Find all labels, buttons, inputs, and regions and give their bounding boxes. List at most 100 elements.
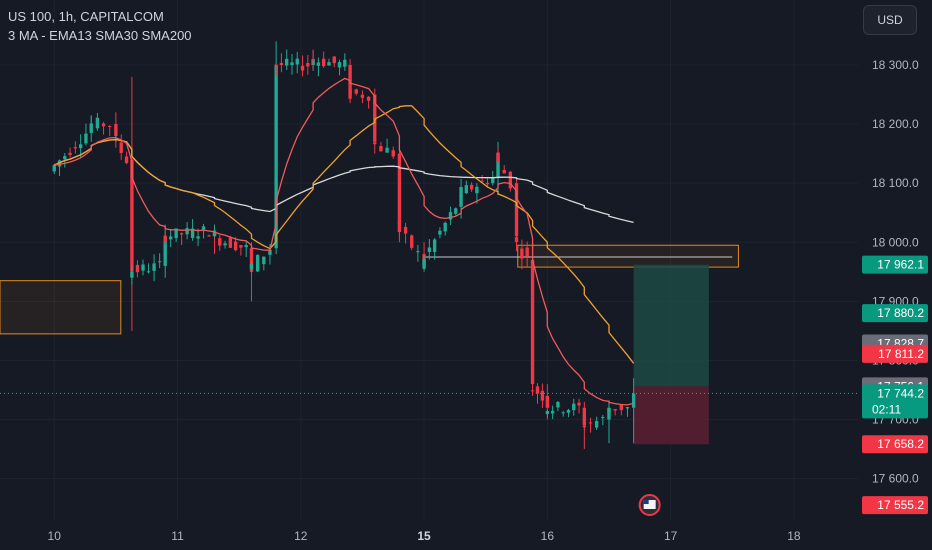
- candle-body: [530, 390, 535, 392]
- candle-body: [508, 171, 513, 189]
- candle-body: [163, 236, 167, 266]
- candle-body: [448, 212, 453, 220]
- candle-body: [108, 126, 112, 128]
- candle-body: [475, 186, 479, 194]
- candle-body: [212, 233, 217, 236]
- countdown-label: 02:11: [872, 402, 901, 416]
- candle-body: [78, 144, 83, 149]
- candle-body: [454, 208, 458, 214]
- price-badge: [862, 255, 928, 274]
- candle-body: [262, 256, 266, 265]
- candle-body: [464, 185, 469, 194]
- candle-body: [268, 249, 272, 255]
- candle-body: [130, 159, 134, 272]
- candle-body: [101, 123, 106, 127]
- candle-body: [168, 236, 173, 240]
- x-tick-label: 10: [48, 529, 62, 543]
- candle-body: [540, 390, 545, 401]
- candle-body: [57, 160, 62, 167]
- candle-body: [373, 94, 377, 142]
- us-flag-stripes: [643, 500, 656, 509]
- candle-body: [207, 235, 211, 237]
- candle-body: [366, 96, 371, 101]
- candle-body: [572, 403, 576, 411]
- price-badge: [862, 304, 928, 323]
- price-badge-label: 17 744.2: [877, 386, 924, 400]
- candle-body: [601, 417, 605, 419]
- candle-body: [130, 271, 134, 278]
- x-tick-label: 15: [417, 529, 431, 543]
- candle-body: [68, 152, 72, 155]
- price-badge: [862, 384, 928, 419]
- candle-body: [141, 264, 145, 271]
- candle-body: [530, 260, 535, 385]
- candle-body: [480, 180, 484, 182]
- candle-body: [397, 153, 402, 225]
- long-position-target: [633, 264, 709, 387]
- y-tick-label: 18 200.0: [872, 117, 919, 131]
- candle-body: [52, 165, 56, 172]
- chart-title: US 100, 1h, CAPITALCOM: [8, 9, 164, 24]
- candle-body: [582, 425, 587, 428]
- candle-body: [114, 124, 118, 136]
- price-badge: [862, 344, 928, 363]
- candle-body: [485, 182, 490, 185]
- ema13-line: [54, 77, 634, 406]
- candle-body: [196, 236, 200, 239]
- candle-body: [360, 94, 365, 98]
- candle-body: [594, 421, 599, 428]
- candle-body: [403, 226, 408, 234]
- supply-zone-1: [0, 280, 122, 335]
- x-tick-label: 16: [541, 529, 555, 543]
- candle-body: [373, 142, 377, 145]
- candle-body: [550, 410, 555, 414]
- price-badge-label: 17 555.2: [877, 498, 924, 512]
- candle-body: [228, 237, 233, 248]
- candle-body: [556, 401, 560, 408]
- y-tick-label: 18 300.0: [872, 58, 919, 72]
- candle-body: [233, 241, 238, 251]
- y-tick-label: 18 100.0: [872, 176, 919, 190]
- candle-body: [244, 245, 248, 248]
- candle-body: [535, 386, 540, 394]
- candle-body: [185, 228, 189, 235]
- candle-body: [438, 230, 442, 235]
- candle-body: [332, 56, 336, 64]
- candle-body: [322, 58, 326, 67]
- x-tick-label: 18: [787, 529, 801, 543]
- candle-body: [163, 235, 167, 242]
- x-tick-label: 12: [294, 529, 308, 543]
- candle-body: [306, 63, 310, 67]
- candle-body: [89, 124, 93, 133]
- candle-body: [397, 221, 402, 233]
- candle-body: [311, 59, 315, 61]
- price-badge: [862, 435, 928, 454]
- candle-body: [354, 89, 358, 94]
- candle-body: [459, 186, 463, 197]
- candle-body: [469, 184, 474, 190]
- candle-body: [631, 393, 636, 408]
- candle-body: [274, 64, 278, 67]
- candle-body: [327, 62, 331, 66]
- candle-body: [502, 169, 506, 174]
- candle-body: [520, 248, 524, 259]
- candle-body: [582, 407, 587, 426]
- candle-body: [427, 247, 432, 253]
- candle-body: [343, 59, 347, 67]
- candle-body: [119, 142, 123, 153]
- candle-body: [135, 264, 140, 273]
- price-badge-label: 17 658.2: [877, 437, 924, 451]
- candle-body: [491, 176, 495, 184]
- candle-body: [223, 243, 227, 246]
- candle-body: [385, 147, 389, 153]
- candle-body: [561, 412, 565, 414]
- candle-body: [279, 62, 284, 66]
- us-flag-canton: [643, 500, 649, 504]
- candle-body: [146, 271, 151, 273]
- currency-button[interactable]: USD: [863, 5, 917, 35]
- candle-body: [316, 62, 321, 66]
- price-badge-label: 17 811.2: [878, 347, 924, 361]
- indicators-legend: 3 MA - EMA13 SMA30 SMA200: [8, 28, 192, 43]
- y-tick-label: 18 000.0: [872, 235, 919, 249]
